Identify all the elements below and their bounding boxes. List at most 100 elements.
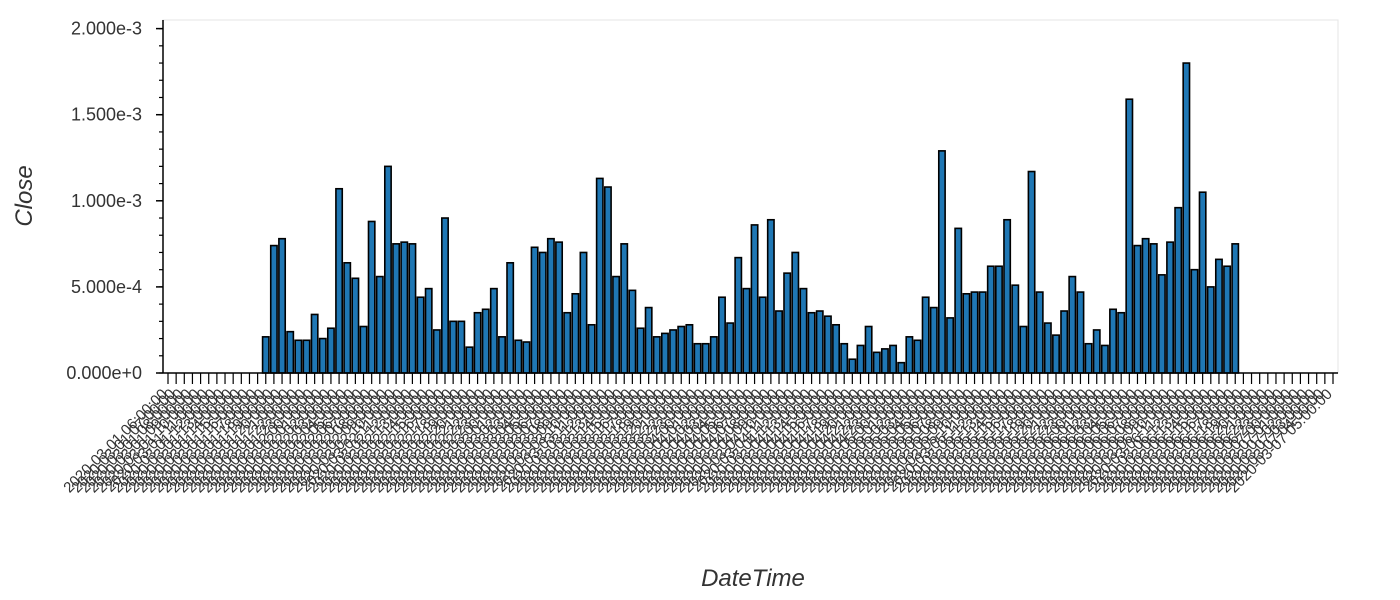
bar [1084, 342, 1093, 374]
bar [620, 243, 629, 374]
bar [1133, 244, 1142, 374]
bar [294, 339, 303, 374]
bar [864, 325, 873, 374]
bar [807, 311, 816, 374]
bar [889, 344, 898, 374]
bar [1166, 241, 1175, 374]
bar [775, 310, 783, 374]
bar [734, 256, 743, 374]
bar [799, 287, 808, 374]
bar [1019, 325, 1028, 374]
bar [1109, 308, 1118, 374]
bar [335, 187, 344, 374]
bar [326, 327, 335, 374]
bar [897, 361, 906, 374]
bar [612, 275, 621, 374]
bar [530, 246, 539, 374]
bar [1043, 322, 1052, 374]
bar [840, 342, 849, 374]
bar [815, 310, 824, 374]
bar [1190, 268, 1199, 374]
bar [823, 315, 832, 374]
bar [286, 330, 295, 374]
bar [791, 251, 800, 374]
bar [506, 261, 515, 374]
bar [986, 265, 995, 374]
bar [652, 336, 661, 374]
bar [359, 325, 368, 374]
bar [1052, 334, 1060, 374]
bar [954, 227, 963, 374]
bar [766, 218, 775, 374]
bar [367, 220, 376, 374]
x-axis-title: DateTime [701, 565, 805, 592]
bar [473, 311, 482, 374]
bar [669, 329, 678, 374]
bar [1198, 191, 1207, 374]
bar [563, 311, 572, 374]
bar [1206, 286, 1215, 374]
bar [709, 336, 718, 374]
bar [946, 317, 955, 374]
bar [441, 217, 449, 374]
bar [424, 287, 433, 374]
bars-layer [261, 62, 1240, 374]
bar [1214, 258, 1223, 374]
bar [595, 177, 604, 374]
bar [636, 327, 645, 374]
bar [416, 296, 425, 374]
bar [718, 296, 726, 374]
bar [449, 320, 458, 374]
bar [1100, 344, 1109, 374]
bar [310, 313, 319, 374]
bar [465, 346, 474, 374]
bar [392, 243, 401, 374]
bar [726, 322, 735, 374]
bar [375, 275, 384, 374]
bar [1182, 62, 1191, 374]
bar [587, 323, 596, 374]
bar [758, 296, 767, 374]
bar [269, 244, 278, 374]
bar [1231, 243, 1240, 374]
y-tick-label: 0.000e+0 [66, 363, 142, 383]
bar [913, 339, 922, 374]
bar [400, 241, 409, 374]
bar [514, 339, 523, 374]
bar [603, 186, 612, 374]
bar [693, 342, 702, 374]
bar [783, 272, 792, 374]
y-tick-label: 1.500e-3 [71, 105, 142, 125]
bar [921, 296, 930, 374]
bar [872, 351, 881, 374]
bar [1060, 310, 1069, 374]
bar [856, 344, 865, 374]
bar [498, 336, 506, 374]
bar [522, 341, 531, 374]
bar [579, 251, 588, 374]
bar [481, 308, 490, 374]
bar [408, 243, 417, 374]
bar [1141, 237, 1150, 374]
bar [571, 292, 580, 374]
bar [555, 241, 564, 374]
bar [970, 291, 979, 374]
bar [905, 336, 914, 374]
bar [546, 237, 555, 374]
bar [1003, 218, 1012, 374]
bar [302, 339, 311, 374]
bar [457, 320, 466, 374]
bar [880, 348, 889, 374]
bar [644, 306, 653, 374]
bar [1223, 265, 1232, 374]
y-tick-label: 5.000e-4 [71, 277, 142, 297]
bar [278, 237, 287, 374]
bar [1076, 291, 1085, 374]
bar [742, 287, 751, 374]
bar [685, 323, 694, 374]
bar [351, 277, 360, 374]
bar [1117, 311, 1126, 374]
